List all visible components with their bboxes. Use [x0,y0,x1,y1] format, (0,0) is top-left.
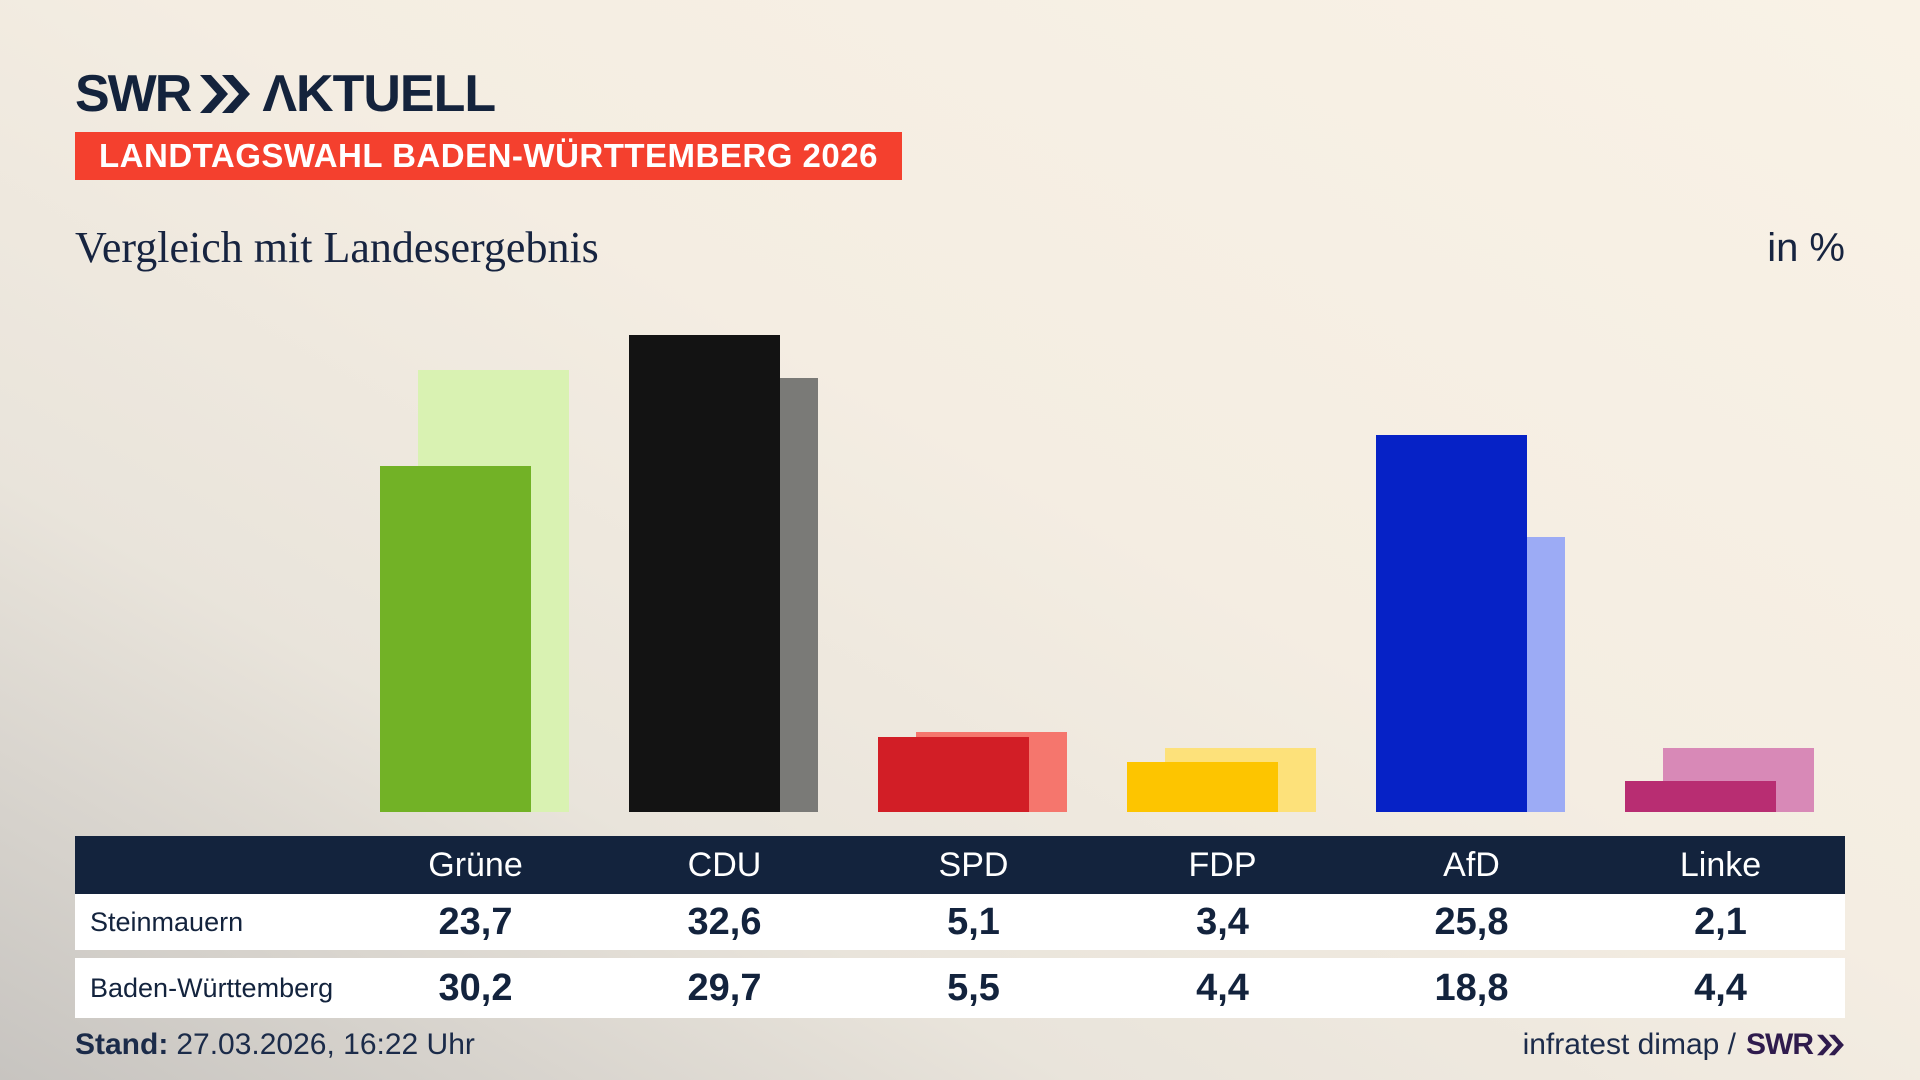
value-cell: 4,4 [1196,966,1249,1009]
column-header-fdp: FDP [1188,845,1257,884]
value-cell: 32,6 [687,900,762,943]
unit-label: in % [1767,226,1845,270]
value-cell: 30,2 [438,966,513,1009]
bar-linke-constituency [1625,781,1776,812]
swr-small-text: SWR [1746,1028,1814,1061]
value-cell: 4,4 [1694,966,1747,1009]
swr-small-chevrons-icon [1817,1034,1844,1056]
column-header-afd: AfD [1443,845,1500,884]
value-cell: 23,7 [438,900,513,943]
column-header-cdu: CDU [687,845,762,884]
column-header-grune: Grüne [428,845,523,884]
stand-label: Stand: [75,1028,169,1061]
aktuell-logo-text: ΛKTUELL [262,65,496,123]
column-header-linke: Linke [1679,845,1762,884]
value-cell: 3,4 [1196,900,1249,943]
bar-grune-constituency [380,466,531,812]
value-cell: 5,5 [947,966,1000,1009]
swr-brand-small: SWR [1746,1028,1845,1062]
value-cell: 25,8 [1434,900,1509,943]
column-header-spd: SPD [938,845,1009,884]
timestamp: Stand: 27.03.2026, 16:22 Uhr [75,1028,475,1062]
source-credit: infratest dimap / SWR [1523,1028,1845,1062]
swr-logo-text: SWR [75,65,192,123]
table-row-constituency: Steinmauern 23,7 32,6 5,1 3,4 25,8 2,1 [75,894,1845,950]
chart-title: Vergleich mit Landesergebnis [75,223,599,272]
swr-chevrons-icon [200,75,252,113]
election-banner-text: LANDTAGSWAHL BADEN-WÜRTTEMBERG 2026 [99,137,878,174]
value-cell: 5,1 [947,900,1000,943]
row-label: Steinmauern [90,906,244,937]
stand-value: 27.03.2026, 16:22 Uhr [176,1028,475,1061]
table-header-row: Grüne CDU SPD FDP AfD Linke [75,836,1845,894]
bar-cdu-constituency [629,335,780,812]
bar-spd-constituency [878,737,1029,812]
source-text: infratest dimap / [1522,1028,1736,1061]
swr-aktuell-logo: SWR ΛKTUELL [75,65,496,123]
table-row-state: Baden-Württemberg 30,2 29,7 5,5 4,4 18,8 4,4 [75,958,1845,1018]
value-cell: 18,8 [1434,966,1509,1009]
bar-fdp-constituency [1127,762,1278,812]
bar-afd-constituency [1376,435,1527,812]
row-label: Baden-Württemberg [90,972,334,1003]
value-cell: 2,1 [1694,900,1747,943]
value-cell: 29,7 [687,966,762,1009]
election-banner: LANDTAGSWAHL BADEN-WÜRTTEMBERG 2026 [75,132,902,180]
